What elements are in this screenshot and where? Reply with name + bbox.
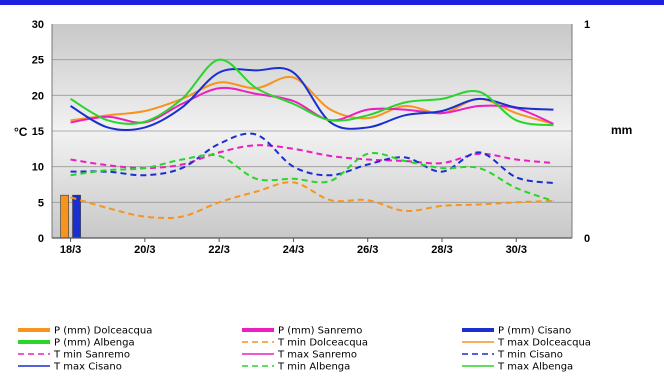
legend: P (mm) Dolceacqua P (mm) Sanremo P (mm) Ci…	[18, 326, 591, 373]
series-line-t-min-cisano	[70, 132, 554, 185]
y-tick-label: 0	[38, 233, 44, 245]
gridlines	[52, 59, 572, 203]
y-tick-label: 20	[32, 90, 44, 102]
legend-label: P (mm) Dolceacqua	[54, 326, 152, 337]
legend-label: P (mm) Cisano	[498, 326, 571, 337]
legend-label: P (mm) Albenga	[54, 338, 135, 349]
y-tick-label: 10	[32, 162, 44, 174]
y-tick-label: 25	[32, 55, 44, 67]
x-tick-label: 26/3	[357, 244, 378, 256]
legend-label: T max Dolceacqua	[497, 338, 591, 349]
y-axis-label: °C	[14, 125, 28, 139]
x-tick-label: 20/3	[134, 244, 155, 256]
series-line-t-min-dolceacqua	[70, 181, 554, 220]
x-tick-label: 18/3	[60, 244, 81, 256]
y-tick-label: 30	[32, 19, 44, 31]
x-tick-label: 30/3	[506, 244, 527, 256]
bar	[60, 194, 69, 239]
x-tick-label: 24/3	[283, 244, 304, 256]
y2-axis-label: mm	[611, 123, 632, 137]
legend-label: P (mm) Sanremo	[278, 326, 362, 337]
series-line-t-min-albenga	[70, 152, 554, 202]
temperature-lines	[70, 58, 554, 220]
legend-label: T min Cisano	[497, 350, 563, 361]
y-tick-label: 15	[32, 126, 44, 138]
y-tick-label: 5	[38, 197, 44, 209]
legend-label: T max Cisano	[53, 362, 122, 373]
series-line-t-max-cisano	[70, 67, 554, 132]
legend-label: T min Dolceacqua	[277, 338, 368, 349]
y2-tick-label: 0	[584, 233, 590, 245]
legend-label: T max Albenga	[497, 362, 573, 373]
y2-tick-label: 1	[584, 19, 590, 31]
x-tick-label: 28/3	[431, 244, 452, 256]
legend-label: T max Sanremo	[277, 350, 357, 361]
bar	[72, 194, 81, 239]
legend-label: T min Sanremo	[53, 350, 130, 361]
header-bar	[0, 0, 664, 5]
axes: 0 5 10 15 20 25 30 0 1 18/3 20/3 22/3 24/3 26/3 28/3 30…	[32, 19, 590, 256]
series-line-t-max-albenga	[70, 58, 554, 127]
legend-label: T min Albenga	[277, 362, 350, 373]
x-tick-label: 22/3	[208, 244, 229, 256]
series-line-t-min-sanremo	[70, 144, 554, 170]
